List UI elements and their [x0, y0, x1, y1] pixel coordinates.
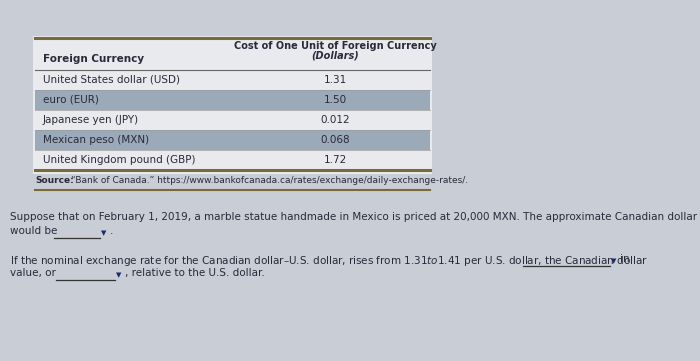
Text: ▼: ▼: [116, 272, 121, 278]
Text: .: .: [110, 226, 113, 236]
Text: 1.31: 1.31: [323, 75, 346, 85]
Text: United Kingdom pound (GBP): United Kingdom pound (GBP): [43, 155, 195, 165]
Text: United States dollar (USD): United States dollar (USD): [43, 75, 180, 85]
Text: would be: would be: [10, 226, 57, 236]
Text: Suppose that on February 1, 2019, a marble statue handmade in Mexico is priced a: Suppose that on February 1, 2019, a marb…: [10, 212, 700, 222]
Text: Foreign Currency: Foreign Currency: [43, 54, 144, 64]
Text: “Bank of Canada.” https://www.bankofcanada.ca/rates/exchange/daily-exchange-rate: “Bank of Canada.” https://www.bankofcana…: [71, 176, 468, 185]
Text: Cost of One Unit of Foreign Currency: Cost of One Unit of Foreign Currency: [234, 41, 436, 51]
Bar: [33, 36, 432, 174]
Bar: [35, 130, 430, 150]
Text: 1.50: 1.50: [323, 95, 346, 105]
Text: Mexican peso (MXN): Mexican peso (MXN): [43, 135, 149, 145]
Text: Source:: Source:: [35, 176, 74, 185]
Text: 0.012: 0.012: [320, 115, 350, 125]
Text: in: in: [620, 254, 629, 264]
Text: , relative to the U.S. dollar.: , relative to the U.S. dollar.: [125, 268, 265, 278]
Text: euro (EUR): euro (EUR): [43, 95, 99, 105]
Text: (Dollars): (Dollars): [311, 51, 359, 61]
Bar: [35, 90, 430, 110]
Text: Japanese yen (JPY): Japanese yen (JPY): [43, 115, 139, 125]
Text: If the nominal exchange rate for the Canadian dollar–U.S. dollar, rises from $1.: If the nominal exchange rate for the Can…: [10, 254, 648, 268]
Text: value, or: value, or: [10, 268, 56, 278]
Text: 1.72: 1.72: [323, 155, 346, 165]
Text: ▼: ▼: [611, 258, 617, 264]
Text: 0.068: 0.068: [320, 135, 350, 145]
Text: ▼: ▼: [101, 230, 106, 236]
